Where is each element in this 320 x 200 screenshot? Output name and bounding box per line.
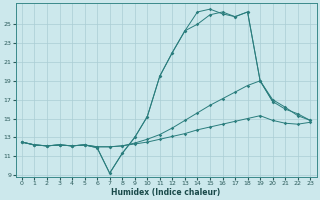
X-axis label: Humidex (Indice chaleur): Humidex (Indice chaleur): [111, 188, 221, 197]
